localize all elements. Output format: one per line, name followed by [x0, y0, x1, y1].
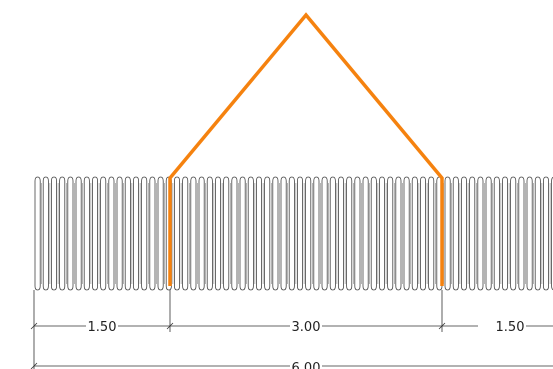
corrugation-rib [239, 176, 246, 291]
corrugation-rib [403, 176, 410, 291]
corrugation-rib [518, 176, 525, 291]
corrugation-rib [198, 176, 205, 291]
corrugation-rib [133, 176, 139, 291]
corrugation-rib [157, 176, 164, 291]
corrugation-rib [305, 176, 312, 291]
corrugation-rib [321, 176, 328, 291]
corrugation-rib [362, 176, 369, 291]
corrugation-rib [182, 176, 189, 291]
corrugation-rib [387, 176, 394, 291]
corrugation-rib [346, 176, 353, 291]
corrugation-rib [313, 176, 320, 291]
corrugation-rib [354, 176, 361, 291]
corrugation-rib [141, 176, 148, 291]
tick-mid-left [166, 322, 174, 330]
corrugation-rib [75, 176, 82, 291]
corrugation-rib [59, 176, 66, 291]
corrugation-rib [42, 176, 49, 291]
corrugation-rib [247, 176, 254, 291]
corrugation-rib [485, 176, 492, 291]
corrugation-rib [338, 176, 344, 291]
corrugation-rib [420, 176, 426, 291]
tick-left [30, 322, 38, 330]
corrugation-rib [124, 176, 131, 291]
corrugated-panel [34, 176, 553, 291]
corrugation-rib [83, 176, 90, 291]
dimension-label-middle: 3.00 [292, 320, 321, 335]
corrugation-rib [428, 176, 435, 291]
corrugation-rib [174, 176, 180, 291]
corrugation-rib [411, 176, 418, 291]
corrugation-rib [510, 176, 517, 291]
dimension-row-segments [30, 290, 553, 369]
corrugation-rib [502, 176, 508, 291]
dimension-label-overall: 6.00 [292, 361, 321, 369]
corrugation-rib [297, 176, 303, 291]
corrugation-rib [444, 176, 451, 291]
dimension-label-left: 1.50 [88, 320, 117, 335]
corrugation-rib [190, 176, 197, 291]
corrugation-rib [108, 176, 115, 291]
corrugation-rib [379, 176, 385, 291]
corrugation-rib [215, 176, 221, 291]
corrugation-rib [493, 176, 500, 291]
corrugation-rib [469, 176, 476, 291]
corrugation-rib [526, 176, 533, 291]
corrugation-rib [149, 176, 156, 291]
corrugation-rib [92, 176, 98, 291]
corrugation-rib [288, 176, 295, 291]
corrugation-rib [272, 176, 279, 291]
corrugation-rib [223, 176, 230, 291]
dimension-label-right: 1.50 [496, 320, 525, 335]
corrugation-rib [329, 176, 336, 291]
corrugation-rib [231, 176, 238, 291]
corrugation-rib [534, 176, 541, 291]
corrugation-rib [477, 176, 484, 291]
corrugation-rib [543, 176, 549, 291]
corrugation-rib [34, 176, 41, 291]
corrugation-rib [206, 176, 213, 291]
tick-mid-right [438, 322, 446, 330]
corrugation-rib [67, 176, 74, 291]
corrugation-rib [280, 176, 287, 291]
corrugation-rib [452, 176, 459, 291]
corrugation-rib [370, 176, 377, 291]
corrugation-rib [100, 176, 107, 291]
roof-profile-outline [168, 12, 444, 286]
corrugation-rib [395, 176, 402, 291]
tick-overall-left [30, 362, 38, 369]
corrugation-rib [51, 176, 57, 291]
corrugation-rib [255, 176, 262, 291]
corrugation-rib [461, 176, 467, 291]
corrugation-rib [264, 176, 271, 291]
corrugation-rib [116, 176, 123, 291]
